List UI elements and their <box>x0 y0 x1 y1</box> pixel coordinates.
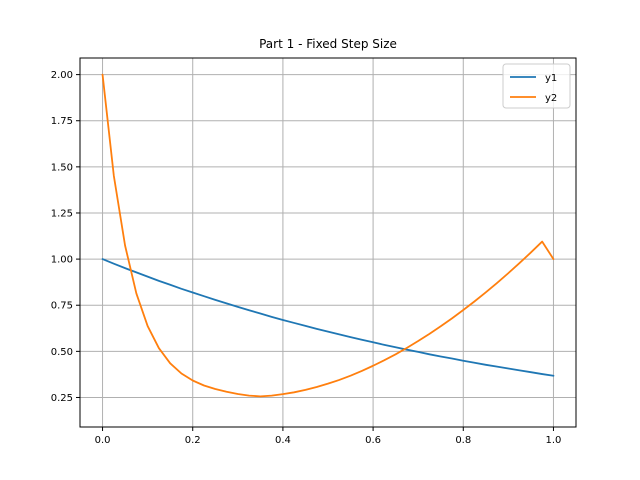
y-tick-label: 0.25 <box>51 393 73 404</box>
y-tick-label: 1.00 <box>51 255 73 266</box>
legend-label-y1: y1 <box>545 73 557 84</box>
y-tick-label: 0.75 <box>51 301 73 312</box>
series-line-y1 <box>101 258 555 377</box>
x-tick-label: 0.0 <box>95 435 111 446</box>
chart-title: Part 1 - Fixed Step Size <box>259 37 397 51</box>
x-tick-label: 0.8 <box>455 435 471 446</box>
legend-box <box>502 63 571 109</box>
y-tick-label: 0.50 <box>51 347 73 358</box>
y-tick-label: 1.75 <box>51 116 73 127</box>
x-tick-label: 0.6 <box>365 435 381 446</box>
axes-frame <box>79 57 577 428</box>
y-tick-label: 2.00 <box>51 70 73 81</box>
series-line-y2 <box>101 73 555 398</box>
grid <box>80 58 576 427</box>
y-tick-label: 1.50 <box>51 162 73 173</box>
x-tick-label: 0.2 <box>185 435 201 446</box>
x-tick-label: 1.0 <box>546 435 562 446</box>
x-tick-label: 0.4 <box>275 435 291 446</box>
y-tick-label: 1.25 <box>51 208 73 219</box>
ticks: 0.0 0.2 0.4 0.6 0.8 1.0 0.25 0.50 0.75 1.00 1.25 1.… <box>51 70 562 446</box>
series-layer <box>101 73 555 398</box>
legend-label-y2: y2 <box>545 93 557 104</box>
legend: y1 y2 <box>502 63 571 109</box>
